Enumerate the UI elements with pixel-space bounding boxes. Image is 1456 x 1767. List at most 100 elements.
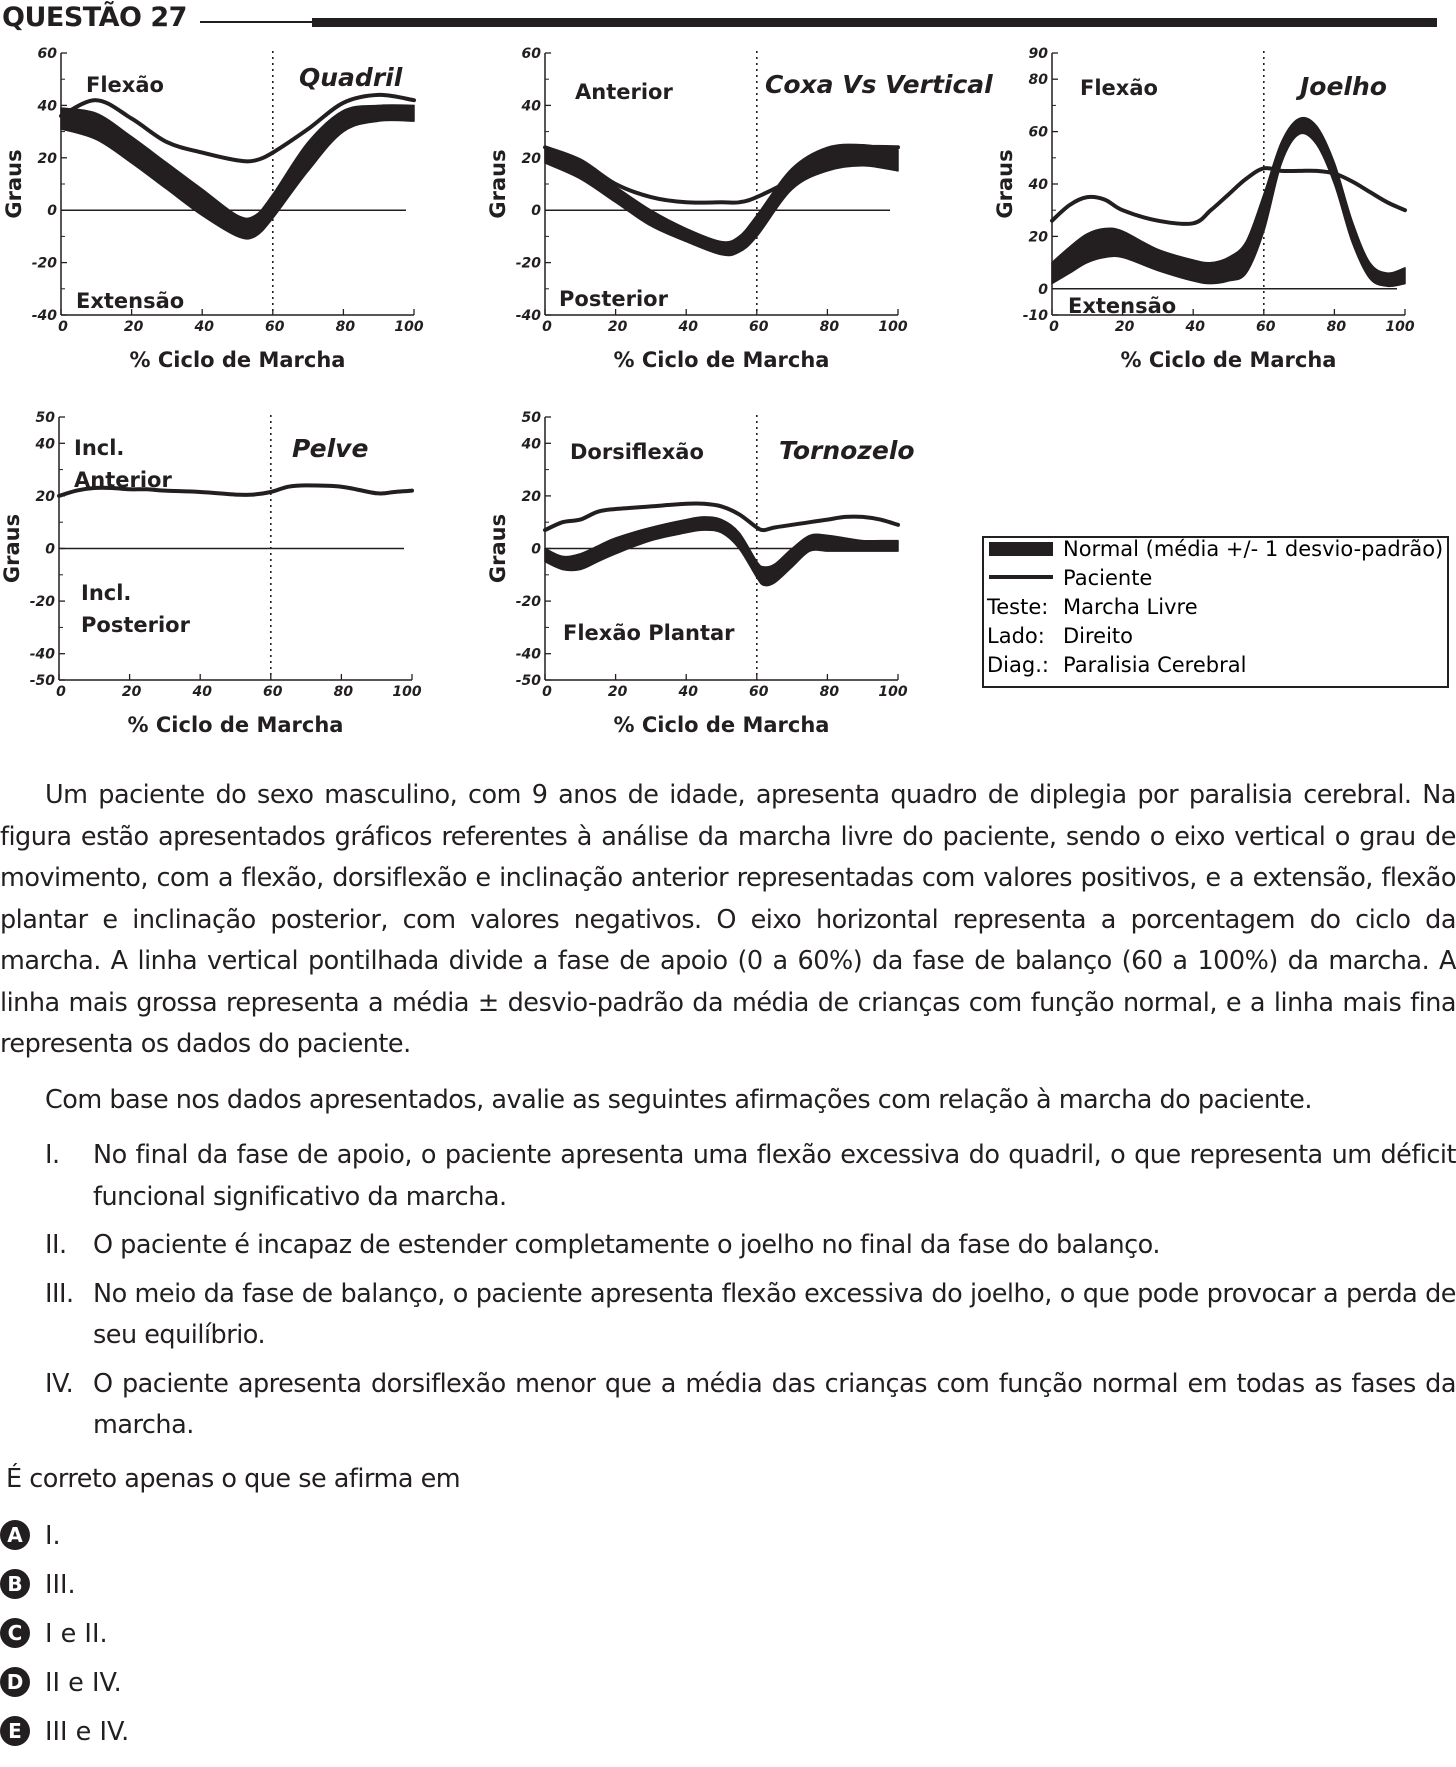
y-tick-label: -40 [516, 308, 542, 324]
x-tick-label: 20 [122, 684, 142, 700]
region-label-top: Incl. Anterior [74, 436, 172, 492]
y-tick-label: 40 [521, 98, 542, 114]
x-tick-label: 40 [677, 319, 698, 335]
x-tick-label: 20 [608, 684, 628, 700]
x-tick-label: 100 [1385, 319, 1414, 335]
y-tick-label: 0 [531, 203, 541, 219]
region-label-line: Incl. [81, 581, 131, 605]
patient-line [1050, 166, 1407, 226]
x-tick-label: 80 [820, 684, 840, 700]
option-e[interactable]: E III e IV. [0, 1712, 1456, 1761]
y-tick-label: -10 [1023, 308, 1049, 324]
x-tick-label: 100 [878, 684, 907, 700]
y-tick-label: 40 [1028, 177, 1049, 193]
gait-analysis-figure: Normal (média +/- 1 desvio-padrão) Pacie… [0, 46, 1449, 737]
y-tick-label: 40 [35, 436, 56, 452]
option-letter-badge: D [0, 1667, 30, 1697]
x-tick-label: 60 [749, 684, 769, 700]
option-letter-badge: E [0, 1716, 30, 1746]
question-title: QUESTÃO 27 [2, 2, 187, 33]
x-tick-label: 0 [542, 684, 552, 700]
legend-lado-label: Lado: [987, 624, 1045, 648]
answer-options: A I. B III. C I e II. D II e IV. E III e IV. [0, 1516, 1456, 1761]
x-tick-label: 60 [749, 319, 769, 335]
y-axis-label: Graus [993, 149, 1017, 218]
statement-number: I. [45, 1140, 60, 1170]
normal-band [544, 143, 899, 257]
x-tick-label: 0 [542, 319, 552, 335]
x-tick-label: 40 [1184, 319, 1205, 335]
x-axis-label: % Ciclo de Marcha [128, 713, 344, 737]
statement-item: IV. O paciente apresenta dorsiflexão meno… [0, 1364, 1456, 1447]
x-tick-label: 80 [820, 319, 840, 335]
legend-swatch-normal [989, 542, 1053, 556]
statement-number: IV. [45, 1368, 74, 1399]
y-tick-label: 0 [1038, 282, 1048, 298]
x-tick-label: 20 [1115, 319, 1135, 335]
y-axis-label: Graus [486, 514, 510, 583]
x-axis-label: % Ciclo de Marcha [614, 348, 830, 372]
region-label-top: Anterior [575, 80, 673, 104]
option-a[interactable]: A I. [0, 1516, 1456, 1565]
x-tick-label: 40 [677, 684, 698, 700]
y-tick-label: 0 [45, 542, 55, 558]
question-header: QUESTÃO 27 [0, 0, 1456, 40]
y-tick-label: -50 [516, 673, 542, 689]
x-axis-label: % Ciclo de Marcha [614, 713, 830, 737]
patient-line [59, 92, 416, 164]
y-tick-label: -20 [30, 594, 56, 610]
x-axis-label: % Ciclo de Marcha [1121, 348, 1337, 372]
y-tick-label: -40 [32, 308, 58, 324]
legend-label-normal: Normal (média +/- 1 desvio-padrão) [1063, 537, 1443, 561]
y-tick-label: -20 [32, 256, 58, 272]
x-tick-label: 80 [336, 319, 356, 335]
y-tick-label: -40 [516, 647, 542, 663]
y-tick-label: 50 [36, 410, 56, 426]
statement-text: O paciente apresenta dorsiflexão menor q… [93, 1368, 1456, 1441]
statement-item: II. O paciente é incapaz de estender comp… [0, 1225, 1456, 1267]
chart-tornozelo: 0 20 40 60 80 100 -50 -40 -20 0 20 40 50 Graus % Ciclo… [486, 410, 915, 737]
chart-title: Joelho [1295, 72, 1387, 101]
option-letter-badge: C [0, 1618, 30, 1648]
x-tick-label: 20 [608, 319, 628, 335]
x-tick-label: 100 [394, 319, 423, 335]
statement-number: III. [45, 1278, 74, 1309]
y-tick-label: 90 [1029, 46, 1049, 62]
legend-teste-value: Marcha Livre [1063, 595, 1198, 619]
region-label-bottom: Extensão [76, 289, 184, 313]
option-text: III. [45, 1570, 76, 1600]
option-c[interactable]: C I e II. [0, 1614, 1456, 1663]
x-tick-label: 20 [124, 319, 144, 335]
x-tick-label: 60 [263, 684, 283, 700]
y-tick-label: 60 [1029, 125, 1049, 141]
option-b[interactable]: B III. [0, 1565, 1456, 1614]
chart-coxa: 0 20 40 60 80 100 -40 -20 0 20 40 60 Graus % Ciclo de… [486, 46, 993, 372]
y-tick-label: -40 [30, 647, 56, 663]
x-tick-label: 0 [58, 319, 68, 335]
instruction-paragraph: Com base nos dados apresentados, avalie … [45, 1084, 1312, 1115]
region-label-bottom: Flexão Plantar [563, 621, 735, 645]
option-letter-badge: A [0, 1520, 30, 1550]
option-d[interactable]: D II e IV. [0, 1663, 1456, 1712]
x-tick-label: 100 [392, 684, 421, 700]
y-axis-label: Graus [486, 149, 510, 218]
region-label-bottom: Posterior [559, 287, 669, 311]
chart-legend: Normal (média +/- 1 desvio-padrão) Pacie… [982, 536, 1449, 688]
y-tick-label: 80 [1029, 72, 1049, 88]
statement-text: No final da fase de apoio, o paciente ap… [93, 1140, 1456, 1212]
x-tick-label: 100 [878, 319, 907, 335]
x-tick-label: 0 [1049, 319, 1059, 335]
header-rule-thin [200, 21, 312, 23]
legend-teste-label: Teste: [986, 595, 1048, 619]
option-text: III e IV. [45, 1717, 130, 1747]
x-tick-label: 60 [1256, 319, 1276, 335]
region-label-top: Flexão [86, 73, 164, 97]
patient-line [57, 483, 414, 498]
normal-band [544, 516, 899, 587]
x-tick-label: 0 [56, 684, 66, 700]
x-tick-label: 80 [334, 684, 354, 700]
x-tick-label: 40 [191, 684, 212, 700]
context-paragraph: Um paciente do sexo masculino, com 9 ano… [0, 780, 1456, 1059]
chart-title: Coxa Vs Vertical [765, 70, 993, 99]
